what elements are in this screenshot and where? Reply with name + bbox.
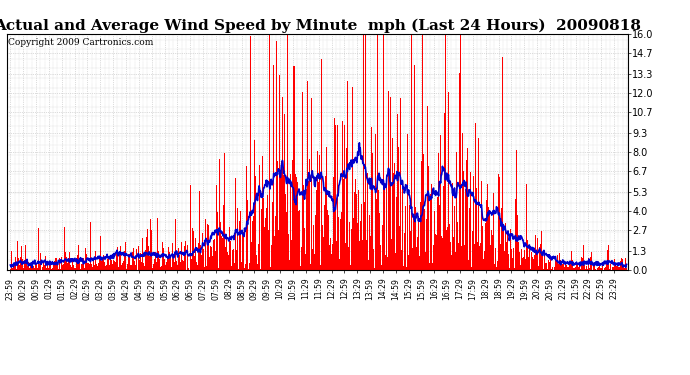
Text: Copyright 2009 Cartronics.com: Copyright 2009 Cartronics.com xyxy=(8,39,153,48)
Title: Actual and Average Wind Speed by Minute  mph (Last 24 Hours)  20090818: Actual and Average Wind Speed by Minute … xyxy=(0,18,641,33)
